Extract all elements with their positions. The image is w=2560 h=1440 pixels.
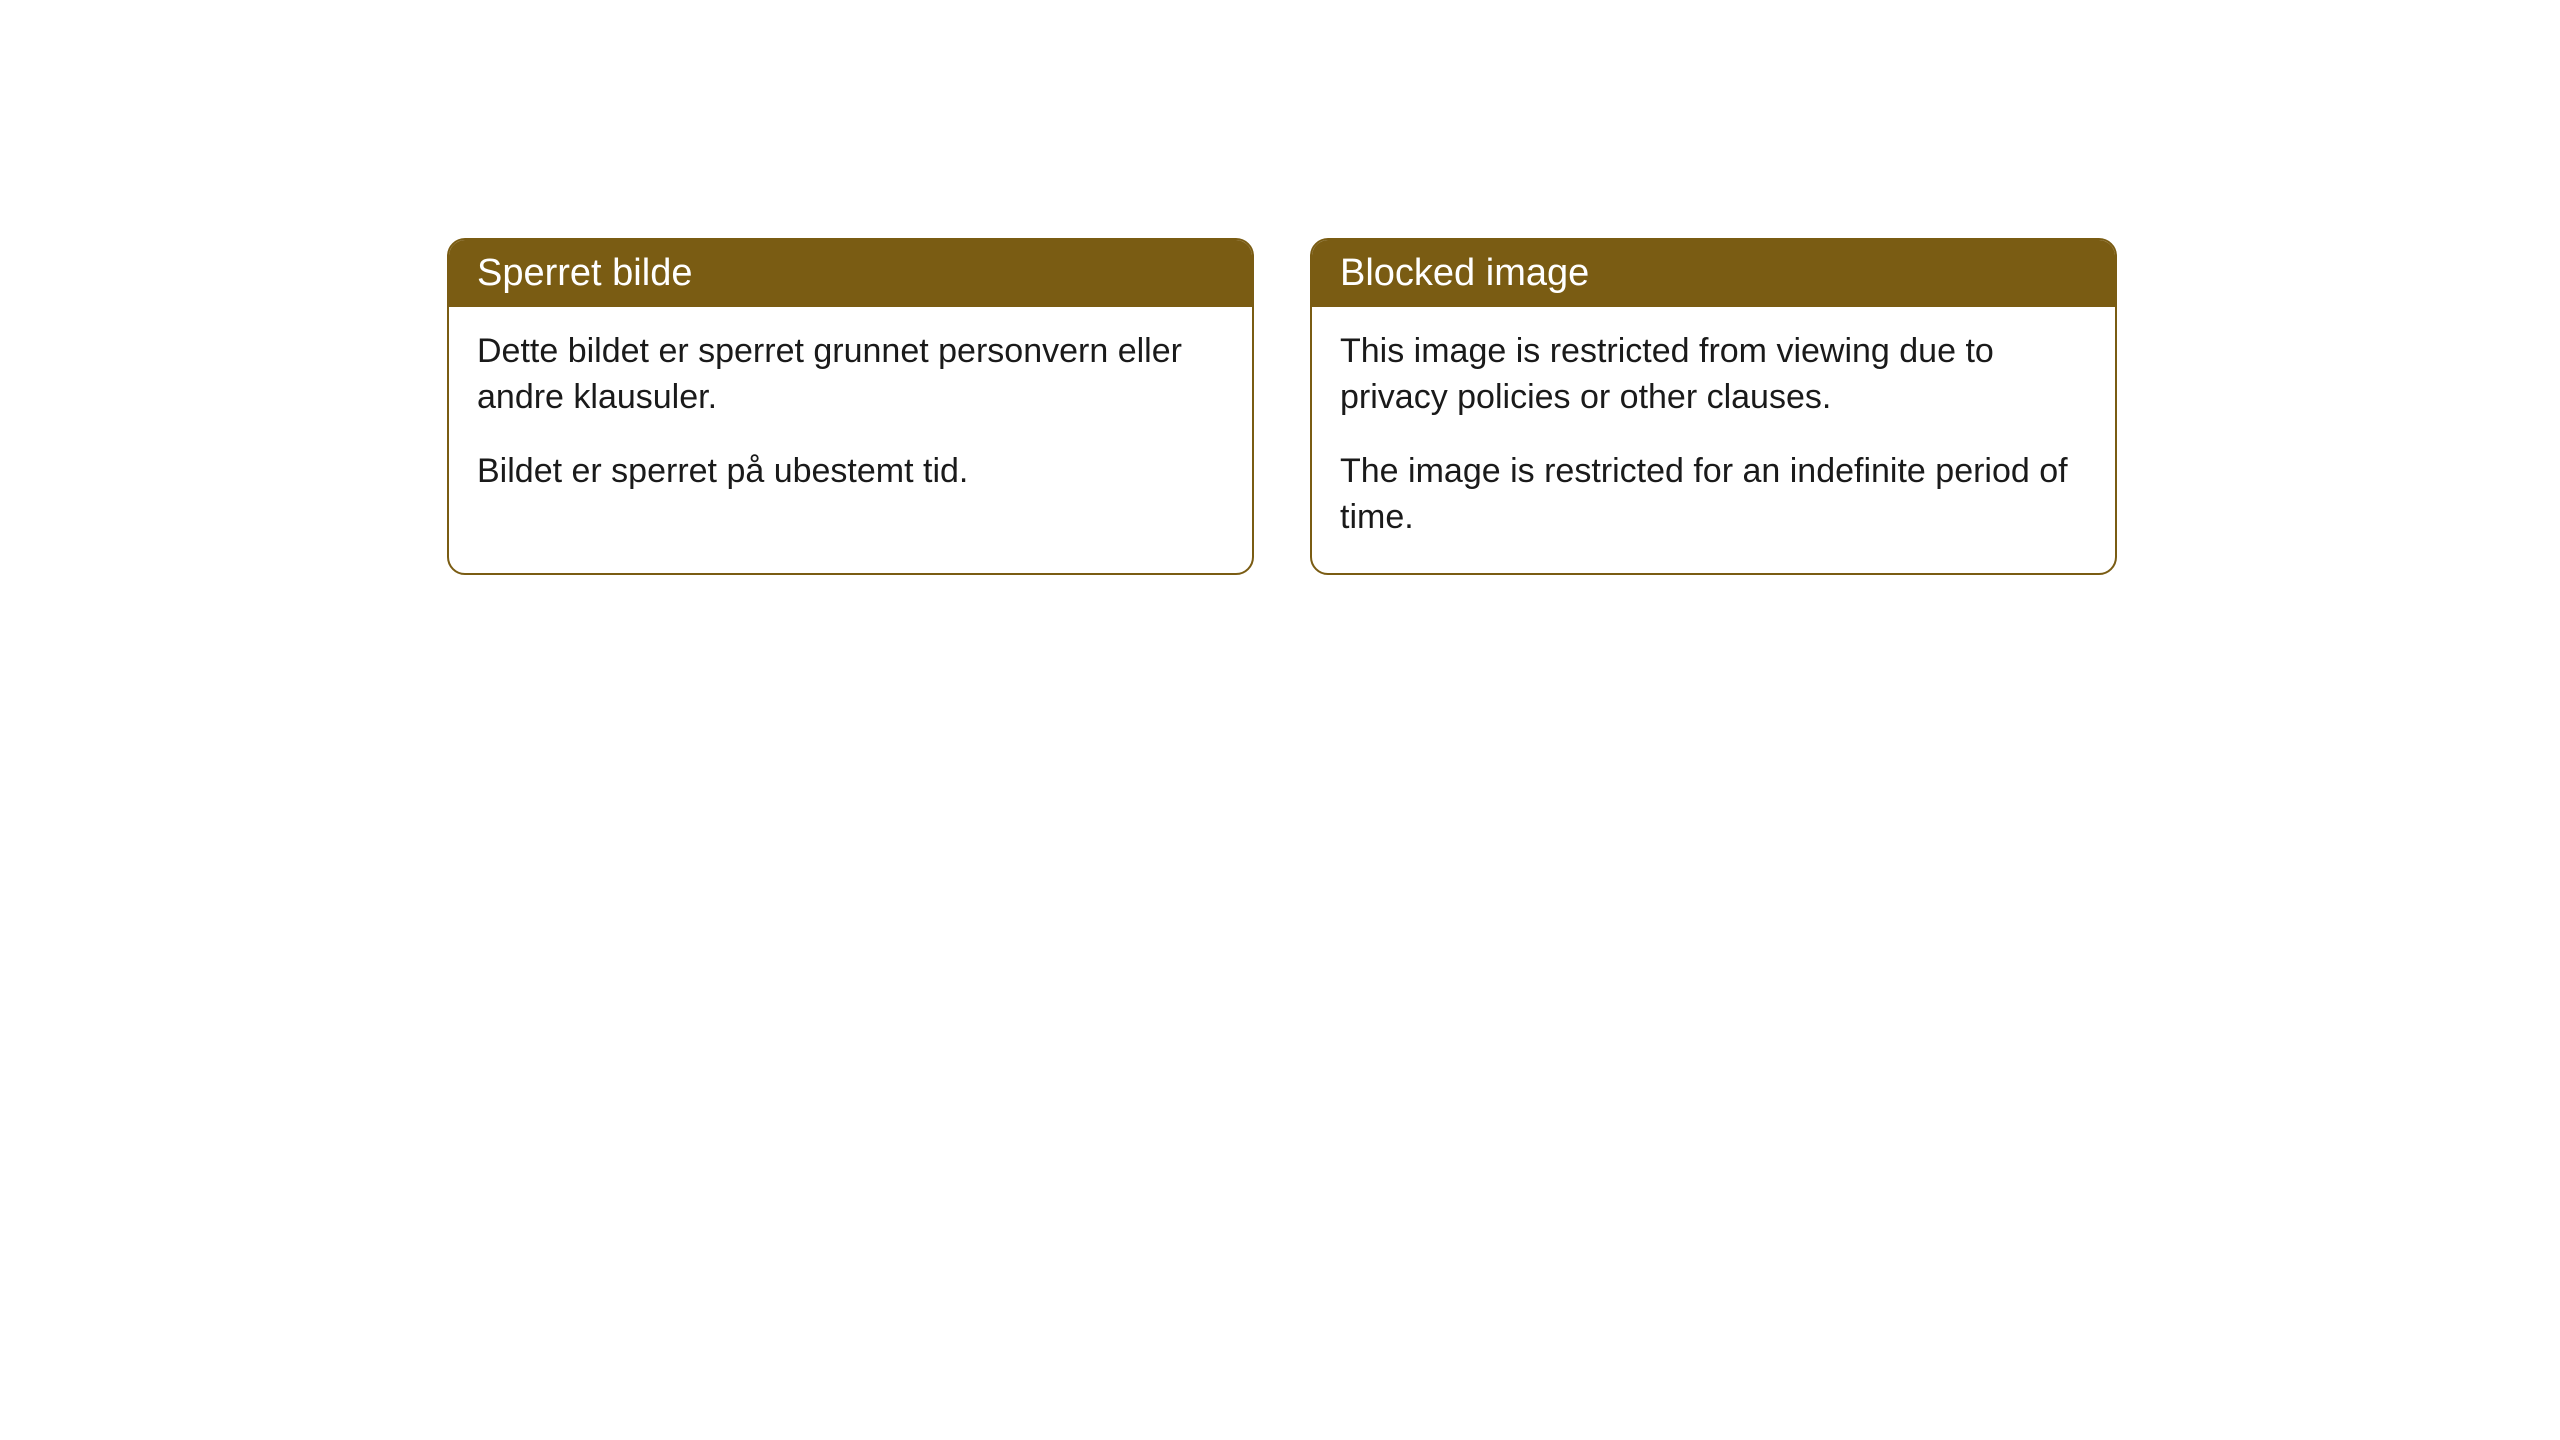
notice-card-english: Blocked image This image is restricted f…	[1310, 238, 2117, 575]
notice-card-header: Sperret bilde	[449, 240, 1252, 307]
notice-container: Sperret bilde Dette bildet er sperret gr…	[447, 238, 2117, 575]
notice-paragraph: Dette bildet er sperret grunnet personve…	[477, 329, 1224, 421]
notice-paragraph: The image is restricted for an indefinit…	[1340, 449, 2087, 541]
notice-title: Sperret bilde	[477, 252, 692, 294]
notice-paragraph: Bildet er sperret på ubestemt tid.	[477, 449, 1224, 495]
notice-paragraph: This image is restricted from viewing du…	[1340, 329, 2087, 421]
notice-card-header: Blocked image	[1312, 240, 2115, 307]
notice-card-body: This image is restricted from viewing du…	[1312, 307, 2115, 573]
notice-card-body: Dette bildet er sperret grunnet personve…	[449, 307, 1252, 527]
notice-title: Blocked image	[1340, 252, 1589, 294]
notice-card-norwegian: Sperret bilde Dette bildet er sperret gr…	[447, 238, 1254, 575]
